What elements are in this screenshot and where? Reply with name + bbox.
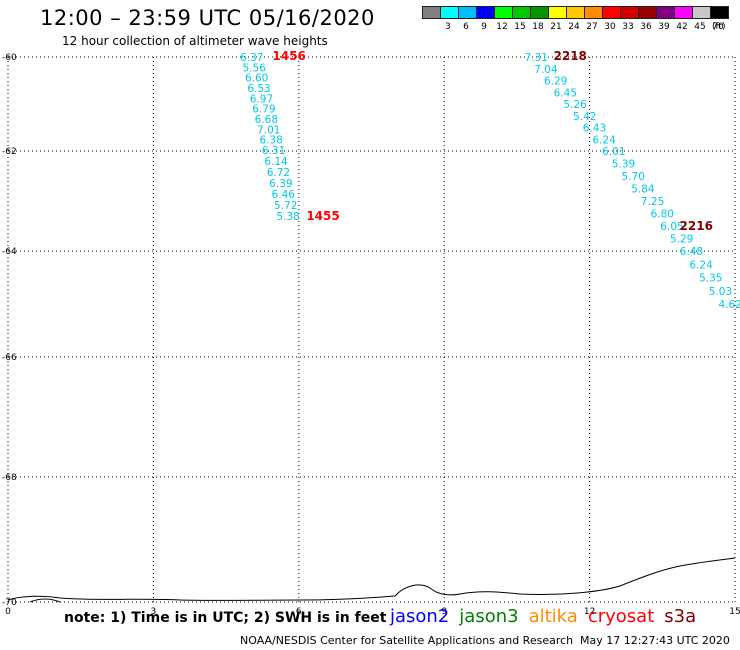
lon-tick-label: 15 bbox=[729, 607, 740, 617]
satellite-label-s3a: s3a bbox=[664, 606, 697, 627]
swh-reading: 5.38 bbox=[276, 211, 299, 223]
swh-reading: 5.35 bbox=[699, 273, 722, 285]
swh-reading: 6.14 bbox=[264, 156, 288, 168]
swh-reading: 7.25 bbox=[641, 196, 664, 208]
swh-reading: 6.97 bbox=[250, 93, 273, 105]
swh-reading: 6.29 bbox=[544, 76, 567, 88]
page-title: 12:00 – 23:59 UTC 05/16/2020 bbox=[40, 6, 375, 30]
swh-reading: 5.72 bbox=[274, 200, 297, 212]
timestamp: May 17 12:27:43 UTC 2020 bbox=[580, 634, 730, 647]
legend-tick-label: 39 bbox=[658, 22, 670, 32]
lat-tick-label: -62 bbox=[2, 147, 17, 157]
legend-tick-label: 18 bbox=[532, 22, 544, 32]
swh-reading: 5.03 bbox=[709, 286, 732, 298]
legend-tick-label: 12 bbox=[496, 22, 508, 32]
swh-reading: 5.42 bbox=[573, 111, 596, 123]
legend-tick-labels: 3 6 9 12 15 18 21 24 27 30 33 36 39 42 45 70 bbox=[422, 22, 740, 36]
legend-tick-label: 6 bbox=[463, 22, 469, 32]
satellite-legend: jason2 jason3 altika cryosat s3a bbox=[390, 606, 706, 627]
swh-reading: 6.80 bbox=[651, 209, 674, 221]
coastline bbox=[7, 557, 736, 601]
legend-tick-label: 9 bbox=[481, 22, 487, 32]
swh-reading: 6.79 bbox=[252, 104, 275, 116]
legend-tick-label: 27 bbox=[586, 22, 598, 32]
lon-tick-label: 12 bbox=[584, 607, 595, 617]
page-subtitle: 12 hour collection of altimeter wave hei… bbox=[62, 34, 328, 48]
lon-tick-label: 3 bbox=[151, 607, 157, 617]
swh-reading: 6.72 bbox=[267, 167, 290, 179]
swh-reading: 6.45 bbox=[554, 87, 577, 99]
swh-reading: 6.31 bbox=[262, 145, 285, 157]
swh-reading: 6.01 bbox=[602, 146, 625, 158]
legend-tick-label: 36 bbox=[640, 22, 652, 32]
swh-reading: 7.04 bbox=[534, 64, 558, 76]
legend-tick-label: 15 bbox=[514, 22, 526, 32]
swh-reading: 5.84 bbox=[631, 184, 655, 196]
swh-reading: 5.39 bbox=[612, 159, 635, 171]
swh-reading: 6.68 bbox=[255, 114, 278, 126]
swh-reading: 5.56 bbox=[243, 62, 267, 74]
pass-time-label: 1455 bbox=[306, 209, 339, 223]
swh-reading: 6.05 bbox=[660, 221, 683, 233]
swh-reading: 6.60 bbox=[245, 73, 268, 85]
lat-tick-label: -68 bbox=[2, 473, 17, 483]
pass-time-label: 2216 bbox=[680, 219, 713, 233]
credit-text: NOAA/NESDIS Center for Satellite Applica… bbox=[240, 634, 574, 647]
legend-swatch bbox=[710, 6, 729, 19]
lon-tick-label: 6 bbox=[296, 607, 302, 617]
legend-tick-label: 24 bbox=[568, 22, 580, 32]
lat-tick-label: -64 bbox=[2, 247, 17, 257]
lat-tick-label: -70 bbox=[2, 598, 17, 608]
swh-reading: 6.39 bbox=[269, 178, 292, 190]
coastline bbox=[29, 598, 61, 603]
pass-time-label: 1456 bbox=[272, 49, 305, 63]
pass-time-label: 2218 bbox=[554, 49, 587, 63]
lat-tick-label: -66 bbox=[2, 353, 17, 363]
legend-unit: (ft) bbox=[712, 22, 726, 32]
satellite-label-altika: altika bbox=[528, 606, 578, 627]
swh-reading: 6.43 bbox=[583, 123, 606, 135]
swh-reading: 6.38 bbox=[259, 135, 282, 147]
swh-reading: 6.53 bbox=[247, 83, 270, 95]
satellite-label-jason2: jason2 bbox=[390, 606, 450, 627]
footer-note: note: 1) Time is in UTC; 2) SWH is in fe… bbox=[64, 610, 387, 626]
satellite-label-cryosat: cryosat bbox=[587, 606, 655, 627]
lon-tick-label: 0 bbox=[5, 607, 11, 617]
swh-reading: 4.62 bbox=[718, 299, 740, 311]
swh-reading: 6.37 bbox=[240, 52, 263, 64]
legend-tick-label: 70 bbox=[712, 22, 724, 32]
legend-tick-label: 33 bbox=[622, 22, 634, 32]
swh-reading: 7.01 bbox=[257, 124, 280, 136]
swh-reading: 6.24 bbox=[592, 134, 616, 146]
swh-reading: 6.46 bbox=[272, 189, 296, 201]
swh-reading: 6.48 bbox=[680, 246, 703, 258]
lon-tick-label: 9 bbox=[441, 607, 447, 617]
legend-tick-label: 3 bbox=[445, 22, 451, 32]
swh-reading: 5.70 bbox=[622, 171, 645, 183]
legend-tick-label: 21 bbox=[550, 22, 562, 32]
legend-tick-label: 45 bbox=[694, 22, 706, 32]
swh-reading: 7.31 bbox=[525, 52, 548, 64]
legend-tick-label: 30 bbox=[604, 22, 616, 32]
swh-reading: 5.29 bbox=[670, 234, 693, 246]
swh-color-legend bbox=[422, 6, 729, 19]
lat-tick-label: -60 bbox=[2, 53, 17, 63]
swh-reading: 5.26 bbox=[563, 99, 587, 111]
legend-tick-label: 42 bbox=[676, 22, 688, 32]
satellite-label-jason3: jason3 bbox=[459, 606, 519, 627]
swh-reading: 6.24 bbox=[689, 259, 713, 271]
